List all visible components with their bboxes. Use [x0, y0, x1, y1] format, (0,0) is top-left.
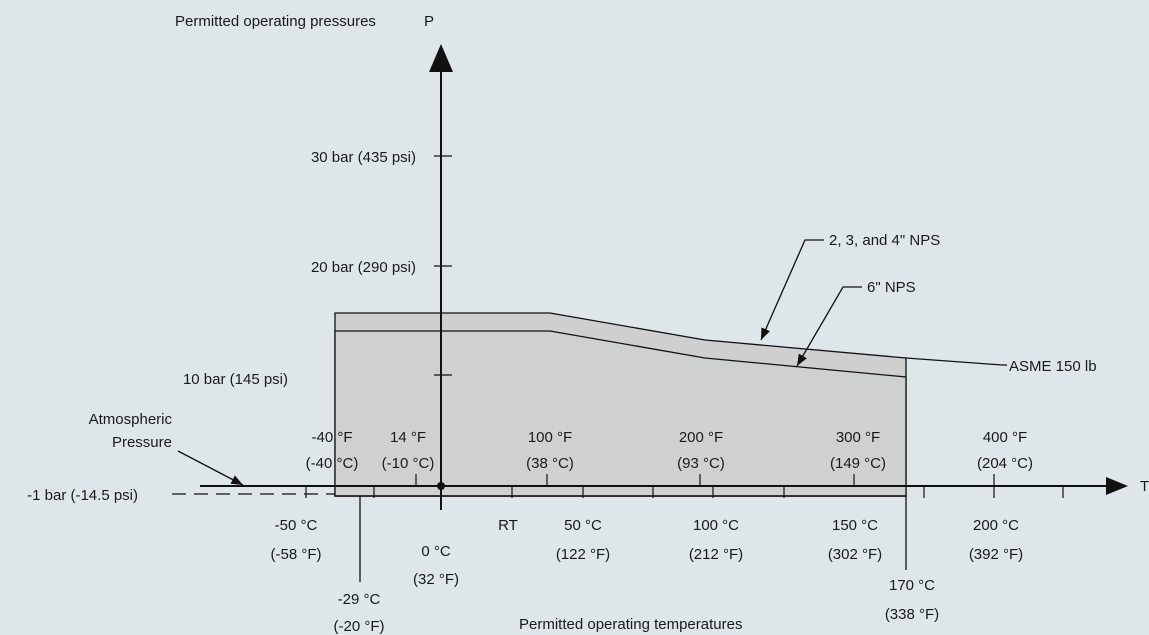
low-limit-c-label: -29 °C — [338, 591, 381, 608]
high-limit-c-label: 170 °C — [889, 577, 935, 594]
celsius-sub-label: (392 °F) — [969, 546, 1023, 563]
atmospheric-leader — [177, 450, 244, 486]
fahrenheit-sub-label: (93 °C) — [677, 455, 725, 472]
fahrenheit-label: 14 °F — [390, 429, 426, 446]
celsius-sub-label: (32 °F) — [413, 571, 459, 588]
p-axis-symbol: P — [424, 13, 434, 30]
pressure-label-20: 20 bar (290 psi) — [311, 259, 416, 276]
fahrenheit-label: 200 °F — [679, 429, 723, 446]
asme-label: ASME 150 lb — [1009, 358, 1097, 375]
fahrenheit-sub-label: (38 °C) — [526, 455, 574, 472]
asme-curve-extension — [905, 357, 1003, 366]
atmospheric-label: Atmospheric — [89, 411, 173, 428]
celsius-label: -50 °C — [275, 517, 318, 534]
fahrenheit-sub-label: (149 °C) — [830, 455, 886, 472]
nps-large-leader — [796, 286, 862, 367]
fahrenheit-label: 400 °F — [983, 429, 1027, 446]
fahrenheit-label: 300 °F — [836, 429, 880, 446]
pressure-label-30: 30 bar (435 psi) — [311, 149, 416, 166]
celsius-label: 150 °C — [832, 517, 878, 534]
p-axis-arrowhead — [429, 44, 453, 72]
celsius-sub-label: (122 °F) — [556, 546, 610, 563]
fahrenheit-sub-label: (-10 °C) — [382, 455, 435, 472]
rt-label: RT — [498, 517, 518, 534]
celsius-label: 200 °C — [973, 517, 1019, 534]
celsius-sub-label: (212 °F) — [689, 546, 743, 563]
celsius-label: 0 °C — [421, 543, 451, 560]
nps-large-label: 6" NPS — [867, 279, 916, 296]
fahrenheit-sub-label: (204 °C) — [977, 455, 1033, 472]
fahrenheit-sub-label: (-40 °C) — [306, 455, 359, 472]
high-limit-f-label: (338 °F) — [885, 606, 939, 623]
t-axis-symbol: T — [1140, 478, 1149, 495]
celsius-sub-label: (302 °F) — [828, 546, 882, 563]
p-axis-title: Permitted operating pressures — [175, 13, 376, 30]
origin-dot — [437, 482, 445, 490]
pressure-label-minus1: -1 bar (-14.5 psi) — [27, 487, 138, 504]
t-axis-title: Permitted operating temperatures — [519, 616, 742, 633]
celsius-label: 100 °C — [693, 517, 739, 534]
celsius-sub-label: (-58 °F) — [271, 546, 322, 563]
t-axis-arrowhead — [1106, 477, 1128, 495]
fahrenheit-label: -40 °F — [311, 429, 352, 446]
celsius-label: 50 °C — [564, 517, 602, 534]
low-limit-f-label: (-20 °F) — [334, 618, 385, 635]
fahrenheit-label: 100 °F — [528, 429, 572, 446]
nps-small-leader — [760, 239, 824, 341]
pressure-label-10: 10 bar (145 psi) — [183, 371, 288, 388]
nps-small-label: 2, 3, and 4" NPS — [829, 232, 940, 249]
atmospheric-label: Pressure — [112, 434, 172, 451]
